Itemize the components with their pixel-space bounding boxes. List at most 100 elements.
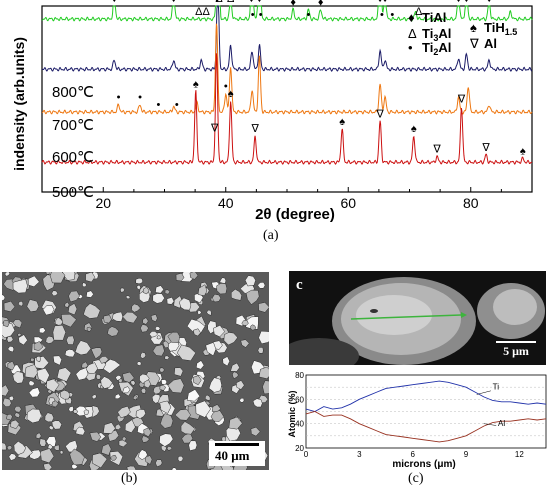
xrd-peak-marker: ♦ xyxy=(171,0,177,5)
xrd-peak-marker: • xyxy=(259,9,263,21)
xrd-peak-marker: • xyxy=(251,9,255,21)
xrd-peak-marker: ♦ xyxy=(464,0,470,5)
xrd-peak-marker: • xyxy=(175,99,179,111)
xrd-peak-marker: ♦ xyxy=(257,0,263,5)
scale-bar-b: 40 μm xyxy=(209,441,265,466)
xrd-legend-symbol: ♦ xyxy=(408,10,415,25)
xrd-peak-marker: ♦ xyxy=(486,0,492,5)
xrd-peak-marker: ♦ xyxy=(290,0,296,9)
xrd-peak-marker: ∇ xyxy=(432,144,441,156)
xrd-peak-marker: • xyxy=(224,80,228,92)
xrd-peak-marker: • xyxy=(380,9,384,21)
xrd-legend-entry: • Ti2Al xyxy=(408,40,451,57)
xrd-series-line xyxy=(42,23,533,115)
xrd-peak-markers: ♦♦ΔΔ♦ΔΔ♦•♦•♦•♦♦•♦•Δ♦♦♦•••••♠∇♠∇♠∇♠∇∇∇♠ xyxy=(111,0,525,158)
xrd-peak-marker: ∇ xyxy=(481,142,490,154)
xrd-peak-marker: • xyxy=(307,9,311,21)
xrd-series-label: 700℃ xyxy=(52,117,94,134)
panel-c-label: (c) xyxy=(408,471,424,486)
xrd-peak-marker: • xyxy=(390,9,394,21)
xrd-peak-marker: ♠ xyxy=(193,79,199,91)
scale-bar-c: 5 μm xyxy=(496,341,536,359)
xrd-peak-marker: ∇ xyxy=(210,122,219,134)
xrd-peak-marker: • xyxy=(156,99,160,111)
xrd-chart: ♦♦ΔΔ♦ΔΔ♦•♦•♦•♦♦•♦•Δ♦♦♦•••••♠∇♠∇♠∇♠∇∇∇♠ 8… xyxy=(11,0,533,223)
scan-y-axis-label: Atomic (%) xyxy=(288,390,297,437)
xrd-legend-label: TiAl xyxy=(422,10,446,25)
xrd-legend-entry: ∇ Al xyxy=(469,36,497,51)
xrd-series-line xyxy=(41,5,533,22)
xrd-legend-entry: Δ Ti3Al xyxy=(408,26,451,43)
xrd-legend-symbol: ♠ xyxy=(470,20,477,35)
scan-x-tick-label: 9 xyxy=(464,450,469,459)
xrd-peak-marker: ∇ xyxy=(457,93,466,105)
xrd-peak-marker: • xyxy=(117,92,121,104)
xrd-legend-symbol: ∇ xyxy=(469,36,479,51)
xrd-legend: ♦ TiAl Δ Ti3Al • Ti2Al ♠ TiH1.5 ∇ Al xyxy=(408,10,517,57)
scan-series-label-al: Al xyxy=(498,419,505,428)
xrd-x-tick-label: 60 xyxy=(340,195,356,211)
scan-series-label-ti: Ti xyxy=(493,383,500,392)
xrd-legend-label: Ti3Al xyxy=(422,26,451,43)
xrd-peak-marker: ♠ xyxy=(228,88,234,100)
xrd-peak-marker: ♦ xyxy=(111,0,117,5)
xrd-y-axis-label: indensity (arb.units) xyxy=(11,37,27,171)
panel-c-inset-label: c xyxy=(296,277,303,293)
xrd-peak-marker: ΔΔ xyxy=(195,6,210,18)
xrd-x-tick-label: 20 xyxy=(95,195,111,211)
scan-x-tick-label: 0 xyxy=(304,450,309,459)
scan-y-tick-label: 20 xyxy=(295,444,304,453)
xrd-series-line xyxy=(41,5,533,72)
xrd-series-line xyxy=(41,53,533,165)
xrd-peak-marker: Δ xyxy=(415,6,423,18)
panel-b-label: (b) xyxy=(121,471,138,486)
scan-x-tick-label: 6 xyxy=(410,450,415,459)
xrd-peak-marker: ♠ xyxy=(520,146,526,158)
xrd-legend-symbol: • xyxy=(408,40,413,55)
scan-x-tick-label: 12 xyxy=(515,450,524,459)
xrd-series-label: 600℃ xyxy=(52,149,94,166)
scan-y-tick-label: 80 xyxy=(295,371,304,380)
xrd-x-tick-label: 80 xyxy=(463,195,479,211)
scan-x-tick-label: 3 xyxy=(357,450,362,459)
xrd-series-label: 800℃ xyxy=(52,84,94,101)
xrd-peak-marker: ♦ xyxy=(456,0,462,5)
scan-series-group: Ti Al xyxy=(305,380,547,443)
xrd-peak-marker: ♦ xyxy=(214,0,220,5)
xrd-series-labels: 800℃ 700℃ 600℃ 500℃ xyxy=(52,84,94,201)
xrd-x-tick-label: 40 xyxy=(218,195,234,211)
scan-grid xyxy=(305,374,547,449)
cross-section-particle xyxy=(289,277,545,365)
scan-series-line xyxy=(305,411,547,443)
xrd-peak-marker: ♠ xyxy=(411,123,417,135)
sem-powder-image: 40 μm xyxy=(2,272,269,470)
scan-series-line xyxy=(305,380,547,412)
xrd-legend-label: Al xyxy=(484,36,497,51)
xrd-peak-marker: ♦ xyxy=(377,0,383,5)
xrd-peak-marker: ♦ xyxy=(382,0,388,5)
xrd-series-label: 500℃ xyxy=(52,184,94,201)
scale-bar-b-text: 40 μm xyxy=(215,448,250,463)
scan-y-tick-label: 60 xyxy=(295,395,304,404)
scan-x-axis-label: microns (μm) xyxy=(392,459,455,470)
xrd-peak-marker: ∇ xyxy=(375,108,384,120)
scan-ticks: 0 3 6 9 12 20 40 60 80 xyxy=(295,371,524,459)
xrd-legend-symbol: Δ xyxy=(408,26,417,41)
xrd-peak-marker: ♠ xyxy=(339,116,345,128)
xrd-peak-marker: • xyxy=(138,92,142,104)
xrd-peak-marker: Δ xyxy=(227,0,235,5)
xrd-series-group xyxy=(41,5,533,165)
xrd-x-ticks: 20 40 60 80 xyxy=(72,187,502,211)
xrd-x-axis-label: 2θ (degree) xyxy=(255,206,335,223)
xrd-legend-label: TiH1.5 xyxy=(484,20,517,37)
panel-a-label: (a) xyxy=(263,228,279,243)
xrd-peak-marker: ♦ xyxy=(318,0,324,9)
xrd-peak-marker: ∇ xyxy=(250,123,259,135)
sem-cross-section-image: c 5 μm xyxy=(289,271,546,365)
xrd-legend-entry: ♦ TiAl xyxy=(408,10,446,25)
scale-bar-c-text: 5 μm xyxy=(503,344,529,358)
xrd-legend-label: Ti2Al xyxy=(422,40,451,57)
xrd-peak-marker: Δ xyxy=(215,0,223,5)
scan-y-tick-label: 40 xyxy=(295,420,304,429)
line-scan-chart: Ti Al 0 3 6 9 12 20 40 60 80 microns (μm) Atomic … xyxy=(288,371,547,470)
